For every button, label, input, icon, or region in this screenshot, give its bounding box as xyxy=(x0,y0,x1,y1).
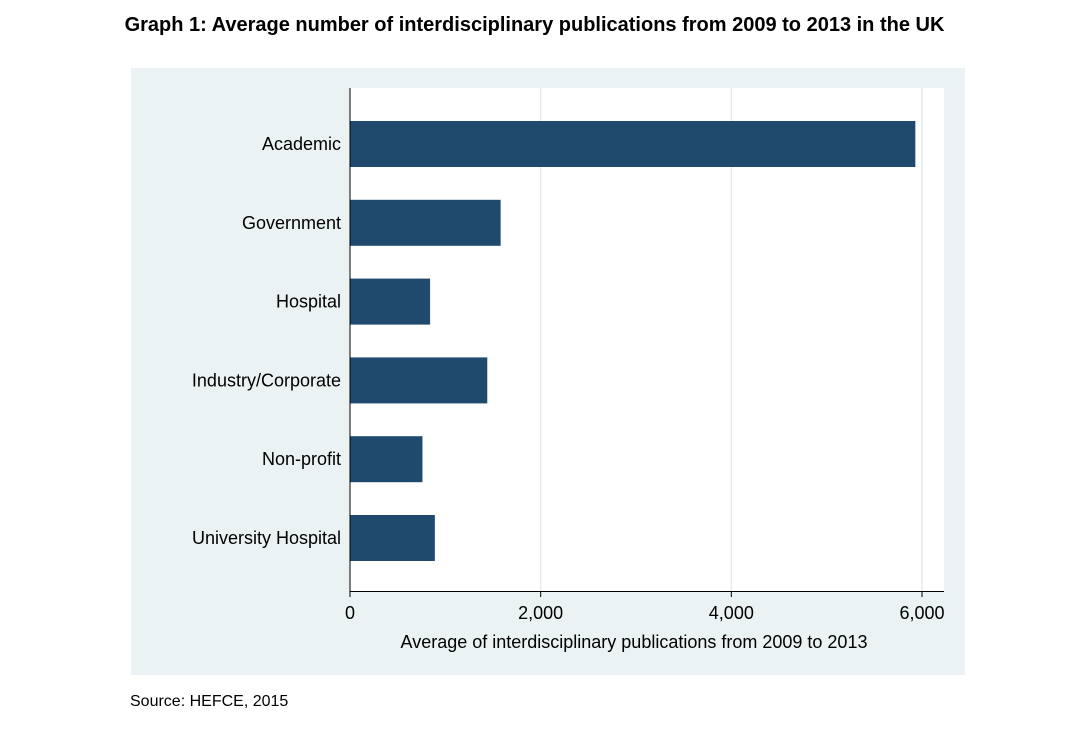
x-tick-label: 0 xyxy=(345,603,355,623)
source-note: Source: HEFCE, 2015 xyxy=(130,693,289,710)
bar-university-hospital xyxy=(350,515,435,561)
x-tick-label: 2,000 xyxy=(518,603,563,623)
y-category-label: Academic xyxy=(262,134,341,154)
bar-hospital xyxy=(350,278,431,325)
bar-academic xyxy=(350,121,916,167)
y-category-label: Hospital xyxy=(276,292,341,312)
y-category-labels: Academic Government Hospital Industry/Corpo… xyxy=(192,134,341,548)
bar-industry-corporate xyxy=(350,357,488,404)
y-category-label: Government xyxy=(242,213,341,233)
y-category-label: University Hospital xyxy=(192,528,341,548)
bar-non-profit xyxy=(350,436,423,483)
plot-area xyxy=(350,88,944,591)
x-ticks: 0 2,000 4,000 6,000 xyxy=(345,591,945,623)
bars xyxy=(350,121,916,561)
bar-government xyxy=(350,199,501,246)
gridlines xyxy=(539,88,923,591)
x-tick-label: 6,000 xyxy=(899,603,944,623)
x-tick-label: 4,000 xyxy=(709,603,754,623)
y-category-label: Non-profit xyxy=(262,449,341,469)
x-axis-label: Average of interdisciplinary publication… xyxy=(401,632,868,652)
chart-title: Graph 1: Average number of interdiscipli… xyxy=(124,14,945,36)
y-category-label: Industry/Corporate xyxy=(192,370,341,390)
